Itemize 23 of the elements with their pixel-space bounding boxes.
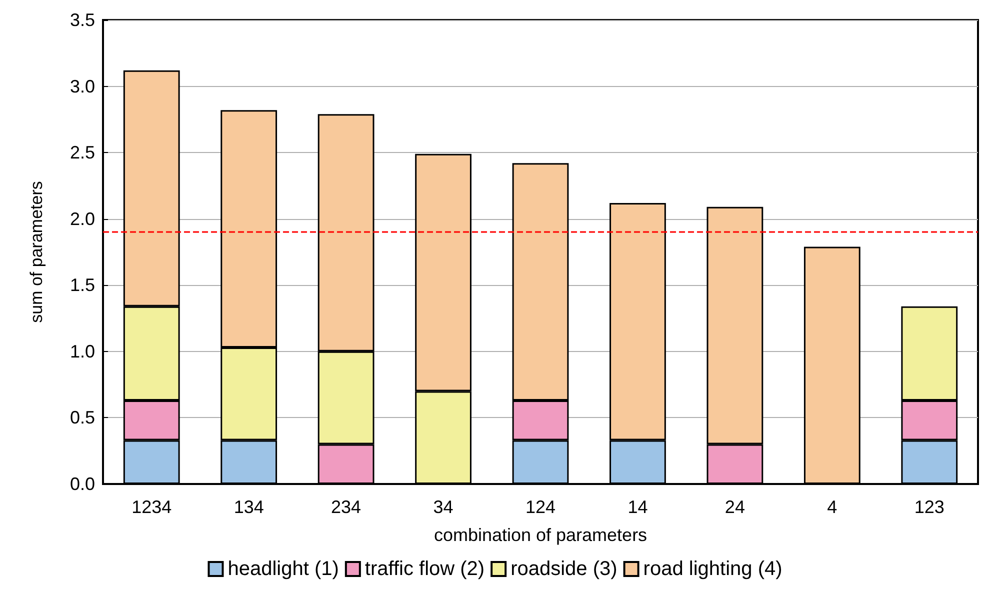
legend-label: traffic flow (2) <box>364 558 485 580</box>
legend-label: road lighting (4) <box>643 558 782 580</box>
y-tick-label: 1.0 <box>70 341 95 362</box>
y-tick-label: 2.5 <box>70 142 95 163</box>
x-axis-title: combination of parameters <box>434 525 648 545</box>
x-tick-label: 14 <box>628 497 648 517</box>
y-tick-label: 0.5 <box>70 408 95 428</box>
x-tick-label: 134 <box>234 497 264 517</box>
x-tick-label: 4 <box>827 497 838 517</box>
y-tick-label: 0.0 <box>70 474 95 494</box>
x-tick-label: 34 <box>433 497 454 517</box>
x-tick-label: 24 <box>724 497 745 517</box>
legend-label: headlight (1) <box>228 558 339 580</box>
y-tick-label: 3.5 <box>70 10 95 30</box>
y-tick-label: 3.0 <box>70 76 95 96</box>
x-tick-label: 124 <box>525 497 556 517</box>
x-tick-label: 1234 <box>132 497 172 517</box>
x-tick-label: 234 <box>331 497 362 517</box>
y-axis-title: sum of parameters <box>27 181 46 323</box>
x-tick-label: 123 <box>914 497 944 517</box>
y-tick-label: 1.5 <box>70 275 95 296</box>
y-tick-label: 2.0 <box>70 208 95 229</box>
legend-label: roadside (3) <box>510 558 618 580</box>
